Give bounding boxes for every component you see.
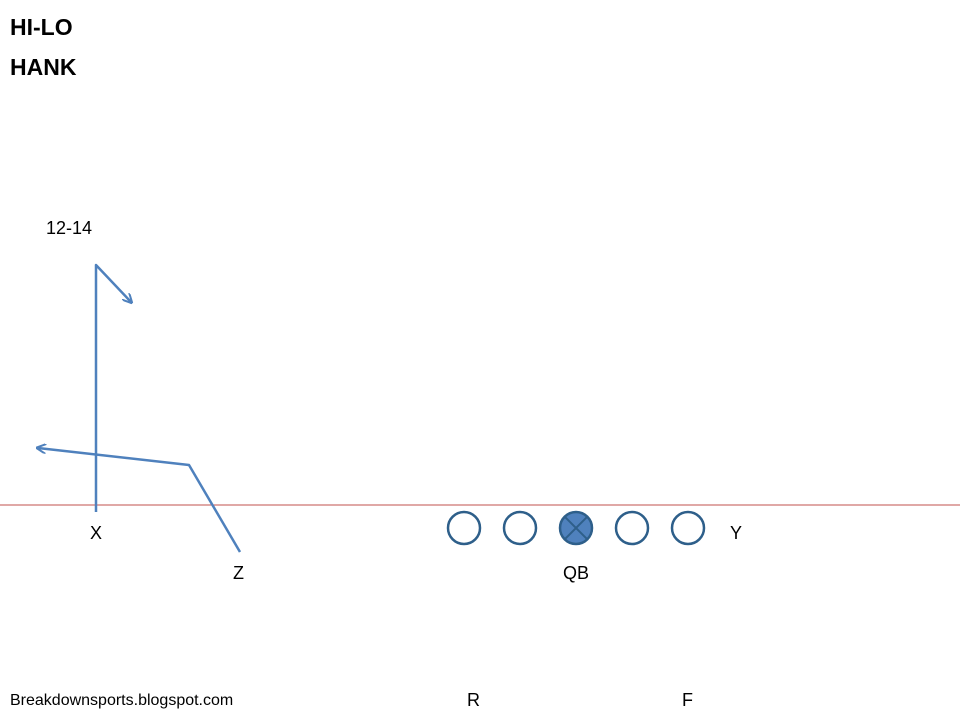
player-label-y: Y — [730, 523, 743, 543]
lineman-right-guard-icon — [614, 510, 650, 546]
player-label-f: F — [682, 690, 693, 710]
lineman-left-tackle-icon — [446, 510, 482, 546]
z-route-in-cut — [38, 448, 242, 553]
center-icon — [558, 510, 594, 546]
lineman-right-tackle-icon — [670, 510, 706, 546]
player-label-x: X — [90, 523, 103, 543]
play-title-line-1: HI-LO — [10, 14, 73, 40]
player-label-z: Z — [233, 563, 244, 583]
play-title-line-2: HANK — [10, 54, 77, 80]
x-route-stem-and-out — [94, 263, 131, 512]
footer-credit: Breakdownsports.blogspot.com — [10, 692, 234, 709]
player-label-qb: QB — [563, 563, 590, 583]
lineman-left-guard-icon — [502, 510, 538, 546]
player-label-r: R — [467, 690, 480, 710]
route-depth-label: 12-14 — [46, 218, 93, 238]
